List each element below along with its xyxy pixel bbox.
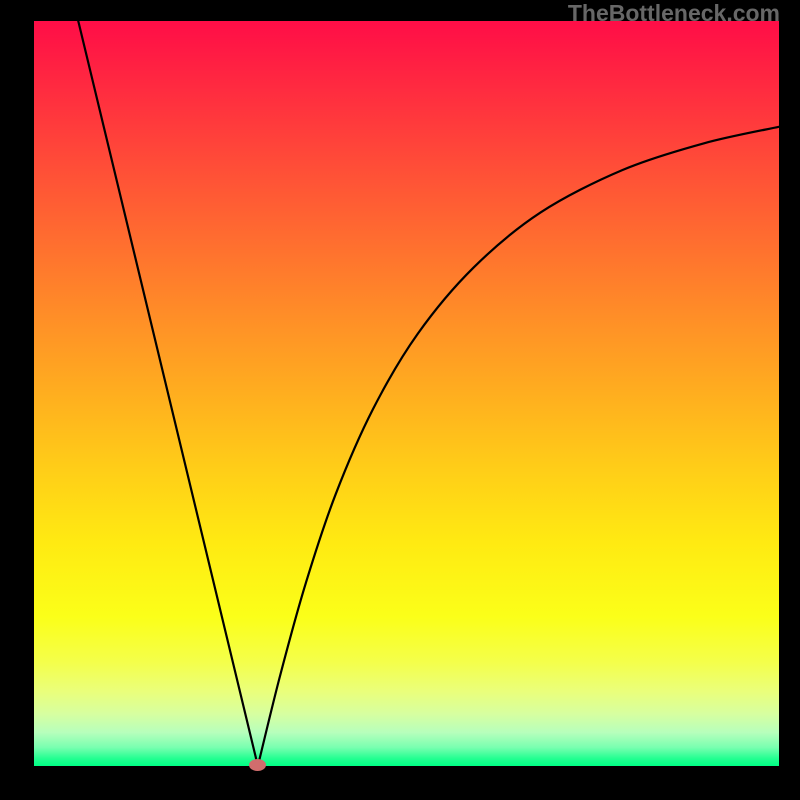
watermark-text: TheBottleneck.com [568, 0, 780, 27]
plot-area [34, 21, 779, 766]
plot-svg [34, 21, 779, 766]
gradient-background [34, 21, 779, 766]
chart-container: TheBottleneck.com [0, 0, 800, 800]
optimal-point-marker [249, 759, 266, 771]
